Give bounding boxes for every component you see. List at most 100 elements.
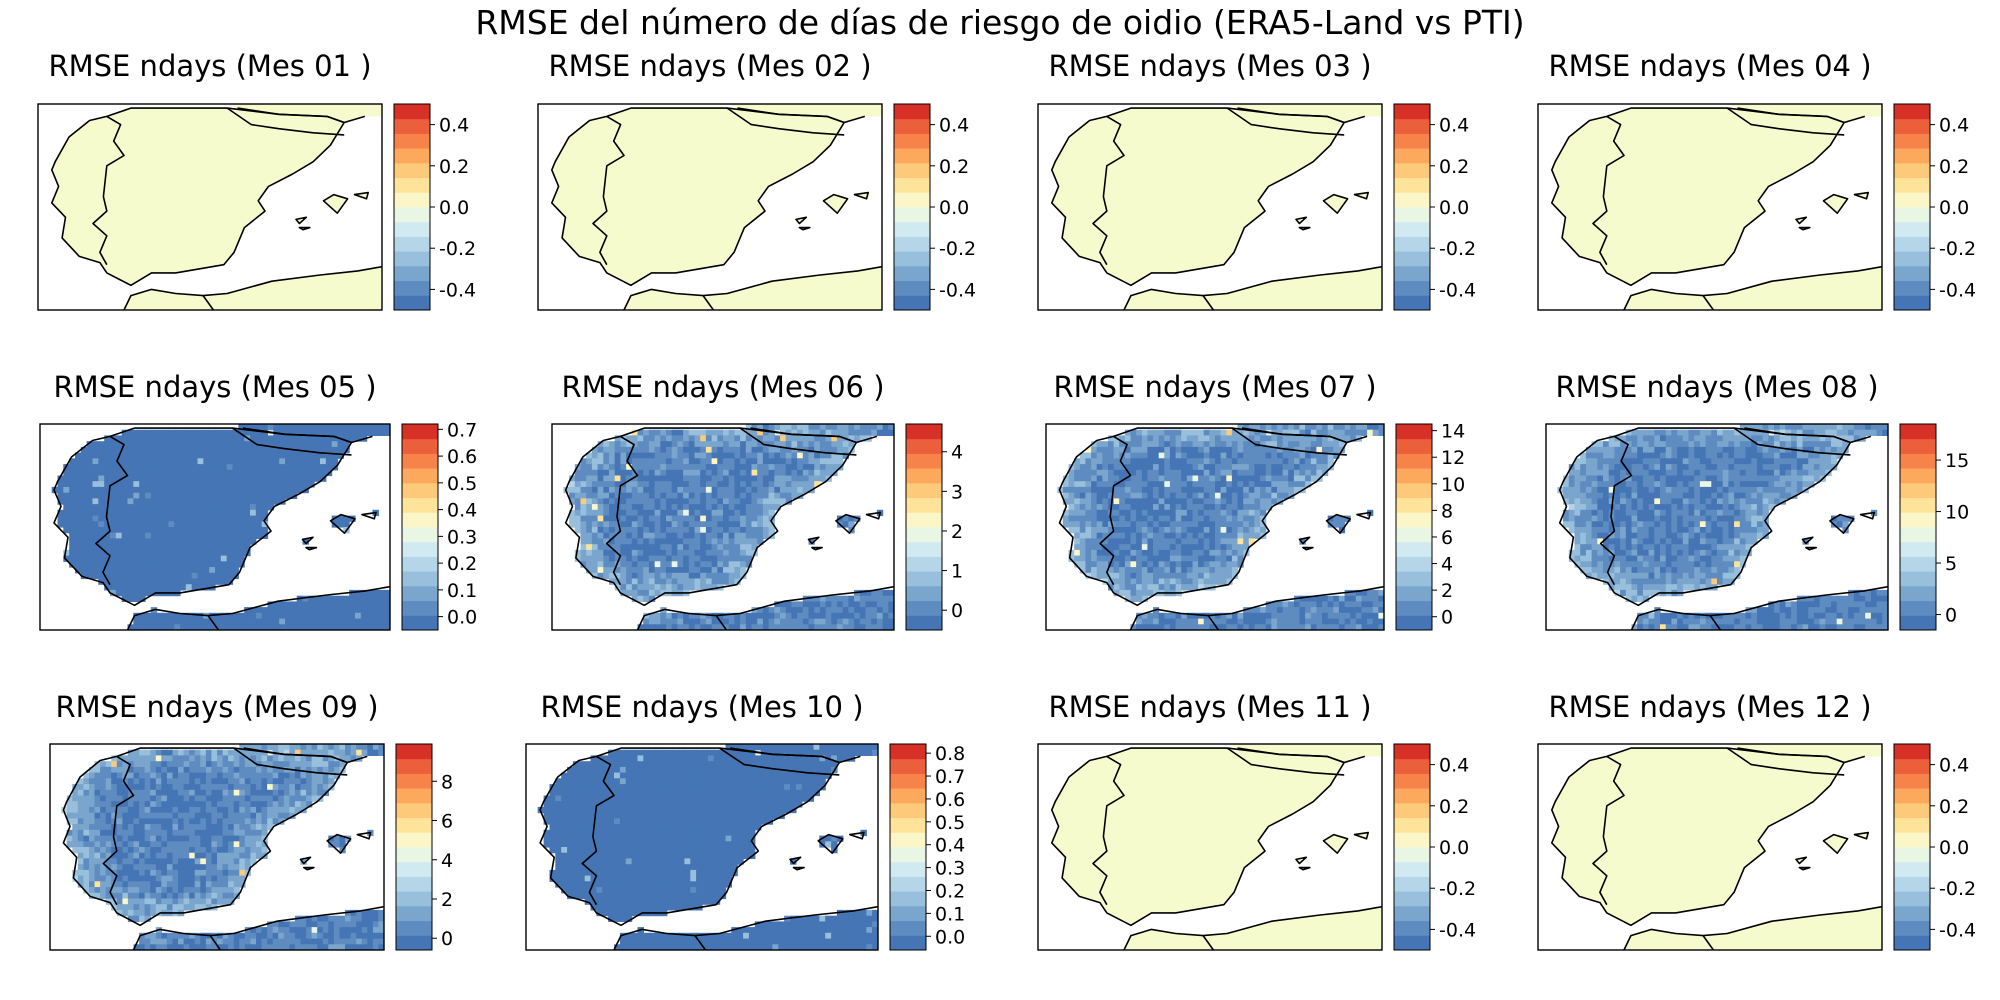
colorbar-segment	[1394, 891, 1430, 907]
colorbar-tick-label: -0.2	[1939, 238, 1976, 260]
colorbar-tick-label: 0.6	[447, 446, 477, 468]
colorbar-segment	[1900, 585, 1936, 602]
colorbar-segment	[906, 600, 942, 616]
colorbar-tick-label: 0.0	[1939, 837, 1969, 859]
colorbar-segment	[906, 585, 942, 602]
colorbar-segment	[1900, 556, 1936, 572]
coastline	[817, 833, 844, 855]
coastline	[299, 856, 312, 865]
colorbar-segment	[396, 817, 432, 833]
panel-title: RMSE ndays (Mes 11 )	[1048, 690, 1371, 724]
map-frame	[1045, 423, 1385, 631]
land-fill	[1051, 748, 1345, 926]
colorbar-segment	[1894, 861, 1930, 877]
border-line	[1092, 755, 1125, 906]
colorbar-segment	[396, 773, 432, 789]
border-line	[1207, 615, 1220, 630]
land-fill	[1323, 834, 1348, 854]
colorbar-segment	[1396, 512, 1432, 528]
colorbar-tick-label: 0.4	[439, 115, 469, 137]
land-fill	[727, 104, 882, 123]
colorbar-segment	[890, 832, 926, 848]
colorbar-segment	[906, 453, 942, 469]
colorbar-segment	[1900, 512, 1936, 528]
coastline	[53, 427, 353, 607]
coastline	[1795, 216, 1808, 225]
map-panel-3: RMSE ndays (Mes 03 ) 0.4 0.2 0.0 -0.2 -0.4	[1037, 49, 1476, 311]
colorbar-segment	[1394, 744, 1430, 760]
colorbar-segment	[1394, 177, 1430, 193]
colorbar-segment	[890, 920, 926, 936]
colorbar-segment	[394, 104, 430, 120]
coastline-france	[1241, 427, 1368, 444]
coastline	[1051, 107, 1345, 287]
border-line	[715, 615, 728, 630]
colorbar-tick-label: 0.3	[935, 858, 965, 880]
colorbar-segment	[906, 482, 942, 499]
colorbar-tick-label: 0.4	[1439, 755, 1469, 777]
colorbar-segment	[890, 744, 926, 760]
colorbar-segment	[894, 207, 930, 223]
colorbar-segment	[1894, 118, 1930, 134]
coastline	[848, 831, 865, 840]
colorbar-segment	[1396, 482, 1432, 499]
coastline	[1853, 831, 1869, 840]
colorbar-tick-label: -0.4	[1939, 919, 1976, 941]
colorbar-segment	[396, 935, 432, 951]
colorbar-segment	[402, 512, 438, 528]
map-frame	[537, 103, 883, 311]
colorbar-segment	[1900, 600, 1936, 616]
panel-title: RMSE ndays (Mes 10 )	[540, 690, 863, 724]
colorbar-segment	[1394, 236, 1430, 252]
colorbar-tick-label: 15	[1945, 450, 1969, 472]
colorbar-segment	[394, 295, 430, 311]
colorbar-segment	[890, 891, 926, 907]
coastline	[1322, 193, 1349, 214]
coastline	[302, 866, 315, 871]
colorbar-segment	[1394, 817, 1430, 833]
border-line	[226, 107, 345, 136]
colorbar-segment	[396, 802, 432, 819]
panel-title: RMSE ndays (Mes 02 )	[548, 49, 871, 83]
colorbar-segment	[1394, 118, 1430, 134]
coastline	[807, 536, 820, 545]
coastline-africa	[613, 905, 878, 950]
colorbar-segment	[890, 773, 926, 789]
colorbar-tick-label: 4	[1441, 554, 1453, 576]
colorbar-tick-label: 14	[1441, 421, 1465, 443]
colorbar-segment	[1394, 802, 1430, 819]
colorbar-segment	[894, 162, 930, 179]
colorbar-segment	[894, 177, 930, 193]
coastline	[865, 511, 882, 520]
colorbar-segment	[1394, 192, 1430, 208]
coastline	[356, 831, 372, 840]
colorbar-tick-label: 0.2	[1939, 796, 1969, 818]
colorbar-segment	[1894, 788, 1930, 804]
colorbar-segment	[1894, 133, 1930, 149]
colorbar: 0.4 0.2 0.0 -0.2 -0.4	[1393, 103, 1476, 311]
panel-title: RMSE ndays (Mes 03 )	[1048, 49, 1371, 83]
colorbar-segment	[894, 148, 930, 164]
colorbar-segment	[1894, 935, 1930, 951]
coastline	[329, 513, 356, 535]
colorbar-segment	[1396, 556, 1432, 572]
land-fill	[1551, 748, 1845, 926]
map-frame	[1545, 423, 1889, 631]
colorbar-segment	[1894, 177, 1930, 193]
colorbar-segment	[1894, 251, 1930, 267]
colorbar-tick-label: 0.2	[1439, 156, 1469, 178]
colorbar: 0.4 0.2 0.0 -0.2 -0.4	[393, 103, 476, 311]
colorbar-frame	[889, 743, 927, 951]
colorbar-tick-label: -0.4	[1439, 919, 1476, 941]
border-line	[1226, 107, 1345, 136]
colorbar-tick-label: 0.2	[935, 880, 965, 902]
colorbar-segment	[402, 585, 438, 602]
colorbar-segment	[890, 758, 926, 774]
colorbar: 8 6 4 2 0	[395, 743, 453, 951]
colorbar-segment	[1894, 758, 1930, 774]
colorbar-tick-label: 0.0	[1439, 837, 1469, 859]
colorbar-tick-label: 0.2	[439, 156, 469, 178]
border-line	[1709, 615, 1722, 630]
coastline	[789, 856, 802, 865]
colorbar-tick-label: 0.7	[935, 766, 965, 788]
